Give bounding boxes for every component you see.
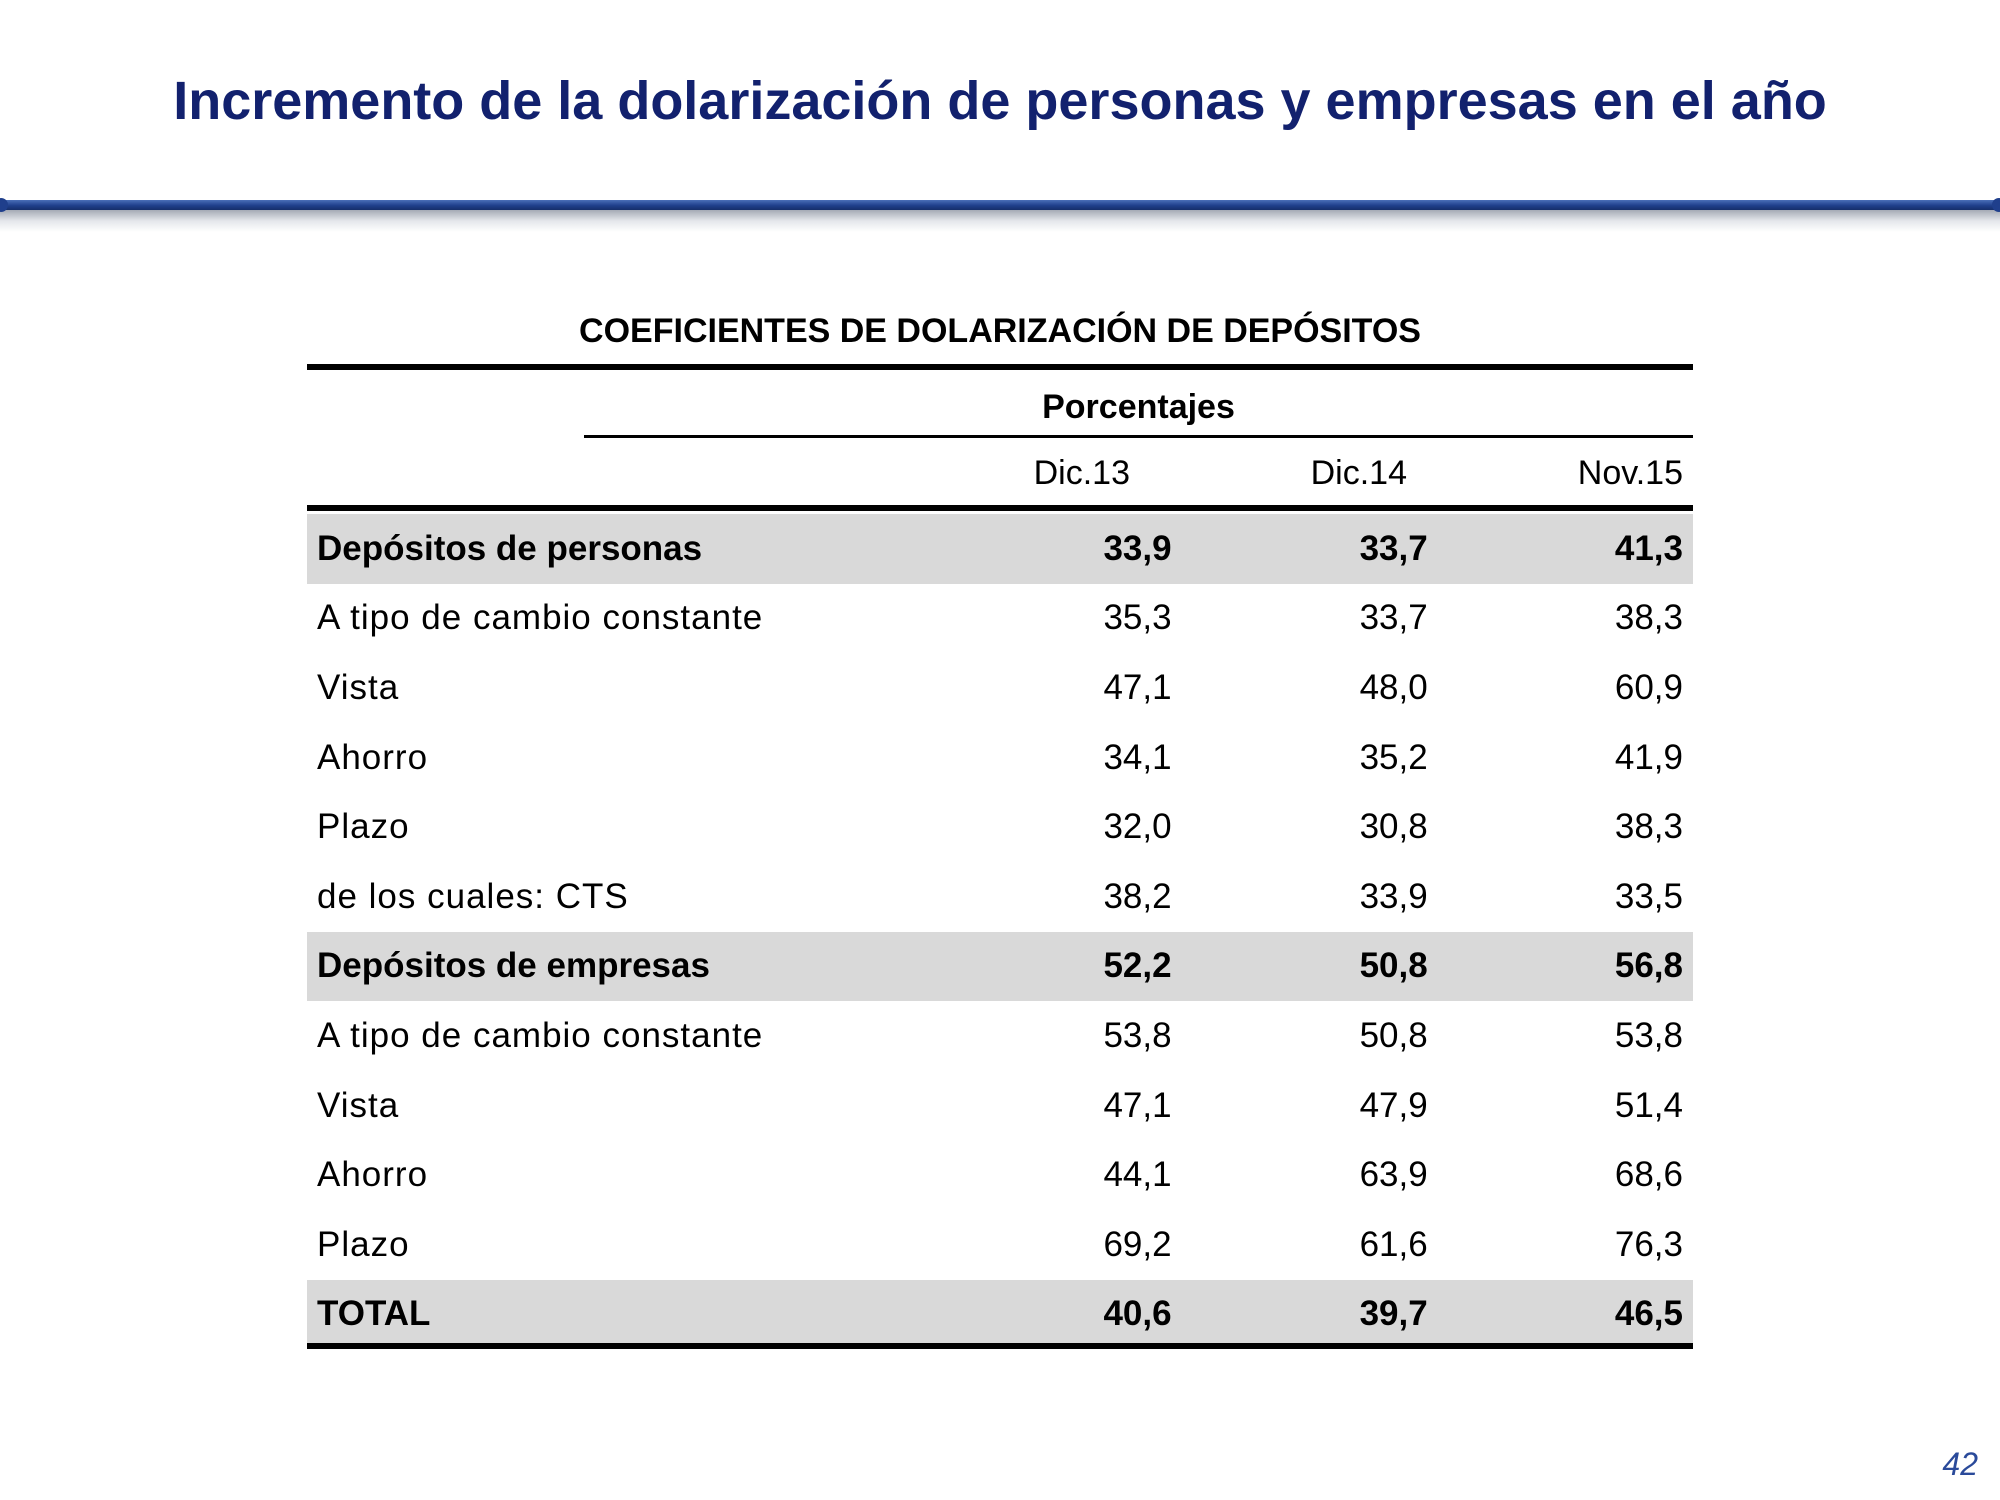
row-label: A tipo de cambio constante (317, 1015, 764, 1055)
cell-value: 35,2 (1359, 737, 1428, 777)
cell-value: 35,3 (1103, 598, 1172, 638)
cell-value: 33,9 (928, 514, 1172, 584)
cell-value: 60,9 (1614, 667, 1683, 707)
column-header-nov15: Nov.15 (1577, 454, 1683, 492)
cell-value: 38,2 (1103, 876, 1172, 916)
row-label: de los cuales: CTS (317, 876, 629, 916)
title-divider-cap-left (0, 198, 8, 212)
cell-value: 41,9 (1614, 737, 1683, 777)
table-top-rule (307, 364, 1693, 370)
header-bottom-rule (307, 505, 1693, 511)
cell-value: 52,2 (928, 931, 1172, 1002)
cell-value: 63,9 (1359, 1155, 1428, 1195)
column-header-dic13: Dic.13 (1033, 454, 1130, 492)
cell-value: 33,7 (1171, 514, 1428, 584)
table-row: Ahorro 44,1 63,9 68,6 (307, 1140, 1693, 1210)
page-number: 42 (1942, 1446, 1978, 1482)
table-row: TOTAL 40,6 39,7 46,5 (307, 1279, 1693, 1350)
cell-value: 40,6 (928, 1279, 1172, 1350)
row-label: Plazo (317, 807, 410, 847)
row-label: TOTAL (307, 1279, 929, 1350)
cell-value: 48,0 (1359, 667, 1428, 707)
row-label: Ahorro (317, 737, 429, 777)
cell-value: 47,9 (1359, 1085, 1428, 1125)
cell-value: 53,8 (1103, 1015, 1172, 1055)
row-label: A tipo de cambio constante (317, 598, 764, 638)
cell-value: 47,1 (1103, 1085, 1172, 1125)
cell-value: 69,2 (1103, 1224, 1172, 1264)
cell-value: 50,8 (1171, 931, 1428, 1002)
cell-value: 68,6 (1614, 1155, 1683, 1195)
row-label: Vista (317, 667, 400, 707)
slide-title: Incremento de la dolarización de persona… (173, 71, 1827, 131)
cell-value: 30,8 (1359, 807, 1428, 847)
cell-value: 39,7 (1171, 1279, 1428, 1350)
row-label: Vista (317, 1085, 400, 1125)
cell-value: 34,1 (1103, 737, 1172, 777)
table-row: A tipo de cambio constante 35,3 33,7 38,3 (307, 584, 1693, 654)
cell-value: 33,5 (1614, 876, 1683, 916)
row-label: Ahorro (317, 1155, 429, 1195)
table-row: de los cuales: CTS 38,2 33,9 33,5 (307, 862, 1693, 932)
table-row: Plazo 69,2 61,6 76,3 (307, 1210, 1693, 1280)
title-divider-shadow (0, 210, 2000, 232)
table-title: COEFICIENTES DE DOLARIZACIÓN DE DEPÓSITO… (579, 312, 1421, 350)
table-row: Vista 47,1 48,0 60,9 (307, 653, 1693, 723)
units-underline (584, 435, 1693, 438)
cell-value: 33,9 (1359, 876, 1428, 916)
table-row: Depósitos de personas 33,9 33,7 41,3 (307, 514, 1693, 584)
cell-value: 33,7 (1359, 598, 1428, 638)
table-row: Vista 47,1 47,9 51,4 (307, 1071, 1693, 1141)
cell-value: 53,8 (1614, 1015, 1683, 1055)
cell-value: 76,3 (1614, 1224, 1683, 1264)
cell-value: 38,3 (1614, 807, 1683, 847)
table-row: Ahorro 34,1 35,2 41,9 (307, 723, 1693, 793)
cell-value: 50,8 (1359, 1015, 1428, 1055)
cell-value: 51,4 (1614, 1085, 1683, 1125)
cell-value: 46,5 (1427, 1279, 1693, 1350)
table-units: Porcentajes (1042, 388, 1235, 426)
title-divider-cap-right (1992, 198, 2000, 212)
row-label: Plazo (317, 1224, 410, 1264)
table-bottom-rule (307, 1343, 1693, 1349)
cell-value: 61,6 (1359, 1224, 1428, 1264)
row-label: Depósitos de empresas (307, 931, 929, 1002)
row-label: Depósitos de personas (307, 514, 929, 584)
cell-value: 56,8 (1427, 931, 1693, 1002)
column-header-dic14: Dic.14 (1310, 454, 1407, 492)
table-row: Depósitos de empresas 52,2 50,8 56,8 (307, 931, 1693, 1002)
dollarization-table: Depósitos de personas 33,9 33,7 41,3 A tipo … (307, 514, 1693, 1350)
table-row: A tipo de cambio constante 53,8 50,8 53,8 (307, 1001, 1693, 1071)
cell-value: 44,1 (1103, 1155, 1172, 1195)
table-row: Plazo 32,0 30,8 38,3 (307, 792, 1693, 862)
cell-value: 41,3 (1427, 514, 1693, 584)
title-divider (0, 200, 2000, 210)
cell-value: 32,0 (1103, 807, 1172, 847)
cell-value: 38,3 (1614, 598, 1683, 638)
cell-value: 47,1 (1103, 667, 1172, 707)
